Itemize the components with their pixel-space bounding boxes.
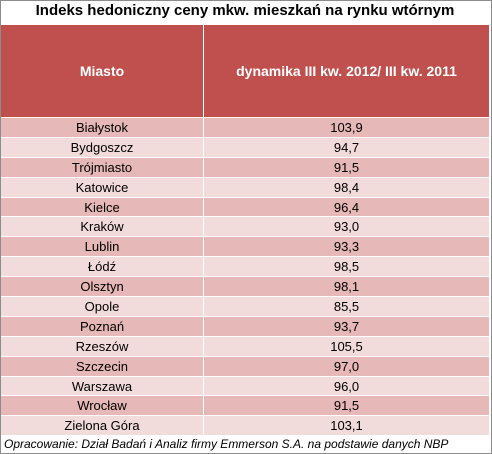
table-body: Białystok 103,9 Bydgoszcz 94,7 Trójmiasto 91,… [1, 118, 489, 437]
table-cell: 93,7 [333, 318, 360, 334]
table-row: Łódź 98,5 [1, 257, 489, 278]
table-cell: 98,5 [333, 259, 360, 275]
table-header: Miasto dynamika III kw. 2012/ III kw. 20… [1, 25, 489, 117]
table-row: Zielona Góra 103,1 [1, 416, 489, 437]
table-row: Rzeszów 105,5 [1, 336, 489, 357]
table-cell: Katowice [1, 177, 204, 197]
table-row: Szczecin 97,0 [1, 356, 489, 377]
table-row: Opole 85,5 [1, 297, 489, 317]
table-title: Indeks hedoniczny ceny mkw. mieszkań na … [35, 2, 455, 19]
header-cell: Miasto [1, 25, 204, 117]
table-cell: Olsztyn [1, 277, 204, 297]
table-cell: Zielona Góra [1, 416, 204, 436]
table-cell: 91,5 [333, 398, 360, 414]
table-cell: Lublin [1, 237, 204, 257]
table-cell: Kielce [1, 197, 204, 217]
table-cell: 93,0 [333, 219, 360, 235]
table-cell: 91,5 [333, 159, 360, 175]
table-row: Warszawa 96,0 [1, 376, 489, 397]
table-row: Kielce 96,4 [1, 197, 489, 218]
table-cell: Warszawa [1, 376, 204, 396]
table-cell: Białystok [1, 118, 204, 137]
source-note: Opracowanie: Dział Badań i Analiz firmy … [4, 437, 449, 451]
table-cell: Szczecin [1, 356, 204, 376]
table-cell: Wrocław [1, 396, 204, 416]
table-row: Olsztyn 98,1 [1, 277, 489, 298]
table-cell: Poznań [1, 316, 204, 336]
table-row: Białystok 103,9 [1, 118, 489, 138]
header-cell: dynamika III kw. 2012/ III kw. 2011 [236, 63, 457, 79]
table-cell: Kraków [1, 217, 204, 237]
table-cell: 94,7 [333, 139, 360, 155]
table-row: Katowice 98,4 [1, 177, 489, 198]
table-row: Poznań 93,7 [1, 316, 489, 337]
table-cell: Bydgoszcz [1, 137, 204, 157]
table-cell: 97,0 [333, 358, 360, 374]
table-row: Kraków 93,0 [1, 217, 489, 238]
table-cell: 96,4 [333, 199, 360, 215]
table-row: Lublin 93,3 [1, 237, 489, 258]
table-cell: Opole [1, 297, 204, 317]
table-cell: 93,3 [333, 239, 360, 255]
table-row: Trójmiasto 91,5 [1, 157, 489, 178]
table-row: Wrocław 91,5 [1, 396, 489, 417]
table-cell: Rzeszów [1, 336, 204, 356]
table-cell: 103,1 [330, 418, 363, 434]
table-cell: 96,0 [333, 378, 360, 394]
table-cell: Łódź [1, 257, 204, 277]
table-cell: 85,5 [333, 299, 360, 315]
table-row: Bydgoszcz 94,7 [1, 137, 489, 158]
table-cell: 105,5 [330, 338, 363, 354]
table-cell: 98,1 [333, 279, 360, 295]
table-cell: 103,9 [330, 120, 363, 135]
table-cell: Trójmiasto [1, 157, 204, 177]
table-cell: 98,4 [333, 179, 360, 195]
